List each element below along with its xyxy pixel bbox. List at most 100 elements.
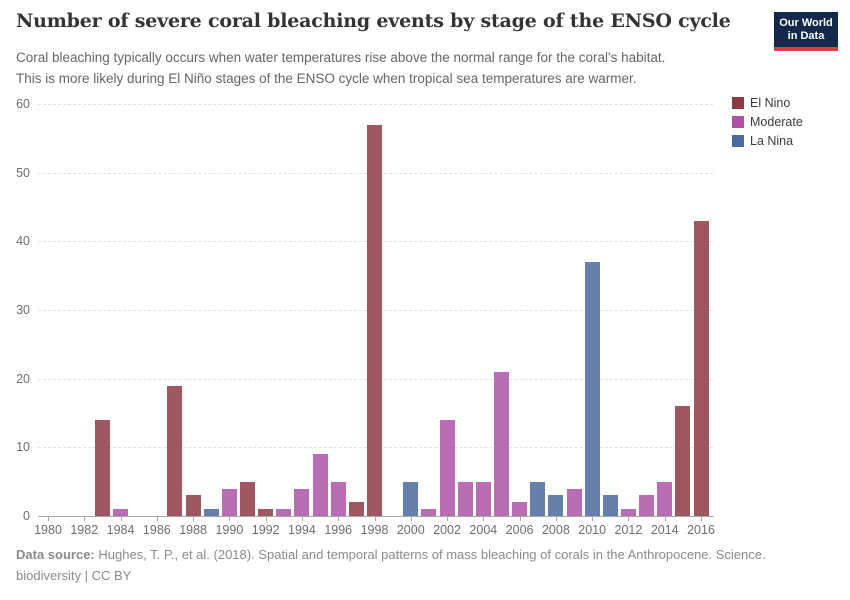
x-axis-label-1996: 1996 — [324, 523, 353, 537]
x-tick-2016 — [701, 517, 702, 521]
legend-label: La Nina — [750, 134, 794, 148]
x-axis-label-1992: 1992 — [251, 523, 280, 537]
x-axis-label-1998: 1998 — [360, 523, 389, 537]
footer-source-line: Data source: Hughes, T. P., et al. (2018… — [16, 544, 766, 565]
bar-2016[interactable] — [693, 220, 709, 516]
x-axis-label-2004: 2004 — [469, 523, 498, 537]
bar-1984[interactable] — [113, 509, 129, 516]
bar-2006[interactable] — [512, 502, 528, 516]
x-tick-2012 — [628, 517, 630, 521]
y-axis-label-30: 30 — [16, 303, 30, 317]
bar-1993[interactable] — [276, 509, 292, 516]
x-axis-label-2006: 2006 — [505, 523, 534, 537]
bar-2013[interactable] — [639, 495, 655, 516]
x-axis-label-2000: 2000 — [396, 523, 425, 537]
bar-1991[interactable] — [240, 481, 256, 516]
bar-1996[interactable] — [330, 481, 346, 516]
bar-2010[interactable] — [584, 261, 600, 516]
x-tick-1986 — [156, 517, 158, 521]
y-axis-label-20: 20 — [16, 371, 30, 386]
footer-license-line: biodiversity | CC BY — [16, 568, 132, 583]
bar-2012[interactable] — [620, 509, 636, 516]
x-axis-line — [38, 516, 714, 517]
bar-2014[interactable] — [657, 481, 673, 516]
x-axis-label-1990: 1990 — [215, 523, 244, 537]
bar-2011[interactable] — [602, 495, 618, 516]
x-axis-label-1986: 1986 — [142, 523, 171, 537]
x-tick-1988 — [193, 517, 195, 521]
legend-label: El Nino — [750, 96, 791, 110]
footer: Data source: Hughes, T. P., et al. (2018… — [16, 544, 766, 586]
x-axis-label-1980: 1980 — [34, 523, 62, 537]
bar-1989[interactable] — [203, 509, 219, 516]
x-axis-label-2012: 2012 — [614, 523, 643, 537]
x-tick-1984 — [120, 517, 122, 521]
bar-2009[interactable] — [566, 488, 582, 516]
bar-2008[interactable] — [548, 495, 564, 516]
x-tick-1990 — [229, 517, 231, 521]
x-axis-label-1988: 1988 — [179, 523, 208, 537]
bar-1998[interactable] — [367, 124, 382, 516]
bar-2015[interactable] — [675, 406, 691, 516]
x-tick-2000 — [410, 517, 412, 521]
x-tick-1998 — [374, 517, 376, 521]
x-tick-2002 — [447, 517, 449, 521]
bar-2007[interactable] — [530, 481, 546, 516]
x-tick-1994 — [301, 517, 303, 521]
legend-item-moderate[interactable]: Moderate — [732, 115, 803, 129]
owid-logo[interactable]: Our World in Data — [774, 12, 838, 51]
x-axis-label-2002: 2002 — [433, 523, 461, 537]
y-axis-label-40: 40 — [16, 234, 30, 249]
x-tick-1980 — [48, 517, 49, 521]
bar-2000[interactable] — [403, 481, 419, 516]
bar-1983[interactable] — [94, 419, 110, 516]
bar-1990[interactable] — [221, 488, 237, 516]
bar-2003[interactable] — [457, 481, 473, 516]
owid-logo-line1: Our World — [779, 17, 833, 29]
x-axis-label-1984: 1984 — [106, 523, 135, 537]
x-axis-label-2016: 2016 — [687, 523, 715, 537]
bar-2002[interactable] — [439, 419, 455, 516]
x-tick-2014 — [664, 517, 666, 521]
x-tick-2004 — [483, 517, 485, 521]
data-source-label: Data source: — [16, 547, 95, 562]
legend-label: Moderate — [750, 115, 803, 129]
x-axis-label-2014: 2014 — [650, 523, 679, 537]
x-tick-2008 — [555, 517, 557, 521]
x-axis-label-2010: 2010 — [578, 523, 607, 537]
bar-1988[interactable] — [185, 495, 201, 516]
legend-item-el-nino[interactable]: El Nino — [732, 96, 803, 110]
y-axis-label-10: 10 — [16, 440, 30, 455]
legend: El Nino Moderate La Nina — [732, 96, 803, 153]
bar-2005[interactable] — [493, 371, 509, 516]
bar-2001[interactable] — [421, 509, 437, 516]
x-tick-1996 — [338, 517, 340, 521]
legend-swatch — [732, 116, 744, 128]
bar-1994[interactable] — [294, 488, 310, 516]
bar-1997[interactable] — [348, 502, 364, 516]
x-axis-label-1982: 1982 — [70, 523, 99, 537]
x-tick-2010 — [592, 517, 594, 521]
page-title: Number of severe coral bleaching events … — [16, 10, 731, 32]
legend-item-la-nina[interactable]: La Nina — [732, 134, 803, 148]
gridline-y-60 — [38, 104, 713, 105]
chart-subtitle: Coral bleaching typically occurs when wa… — [16, 47, 665, 89]
bar-1987[interactable] — [167, 385, 183, 516]
legend-swatch — [732, 135, 744, 147]
y-axis-label-60: 60 — [16, 97, 30, 111]
x-tick-1992 — [265, 517, 267, 521]
bar-1992[interactable] — [258, 509, 274, 516]
y-axis-label-50: 50 — [16, 165, 30, 180]
x-axis-label-2008: 2008 — [541, 523, 570, 537]
data-source-text: Hughes, T. P., et al. (2018). Spatial an… — [94, 547, 766, 562]
owid-logo-line2: in Data — [787, 30, 825, 42]
legend-swatch — [732, 97, 744, 109]
bar-2004[interactable] — [475, 481, 491, 516]
bar-1995[interactable] — [312, 454, 328, 516]
x-tick-1982 — [84, 517, 86, 521]
y-axis-label-0: 0 — [23, 509, 30, 523]
x-axis-label-1994: 1994 — [288, 523, 316, 537]
x-tick-2006 — [519, 517, 521, 521]
